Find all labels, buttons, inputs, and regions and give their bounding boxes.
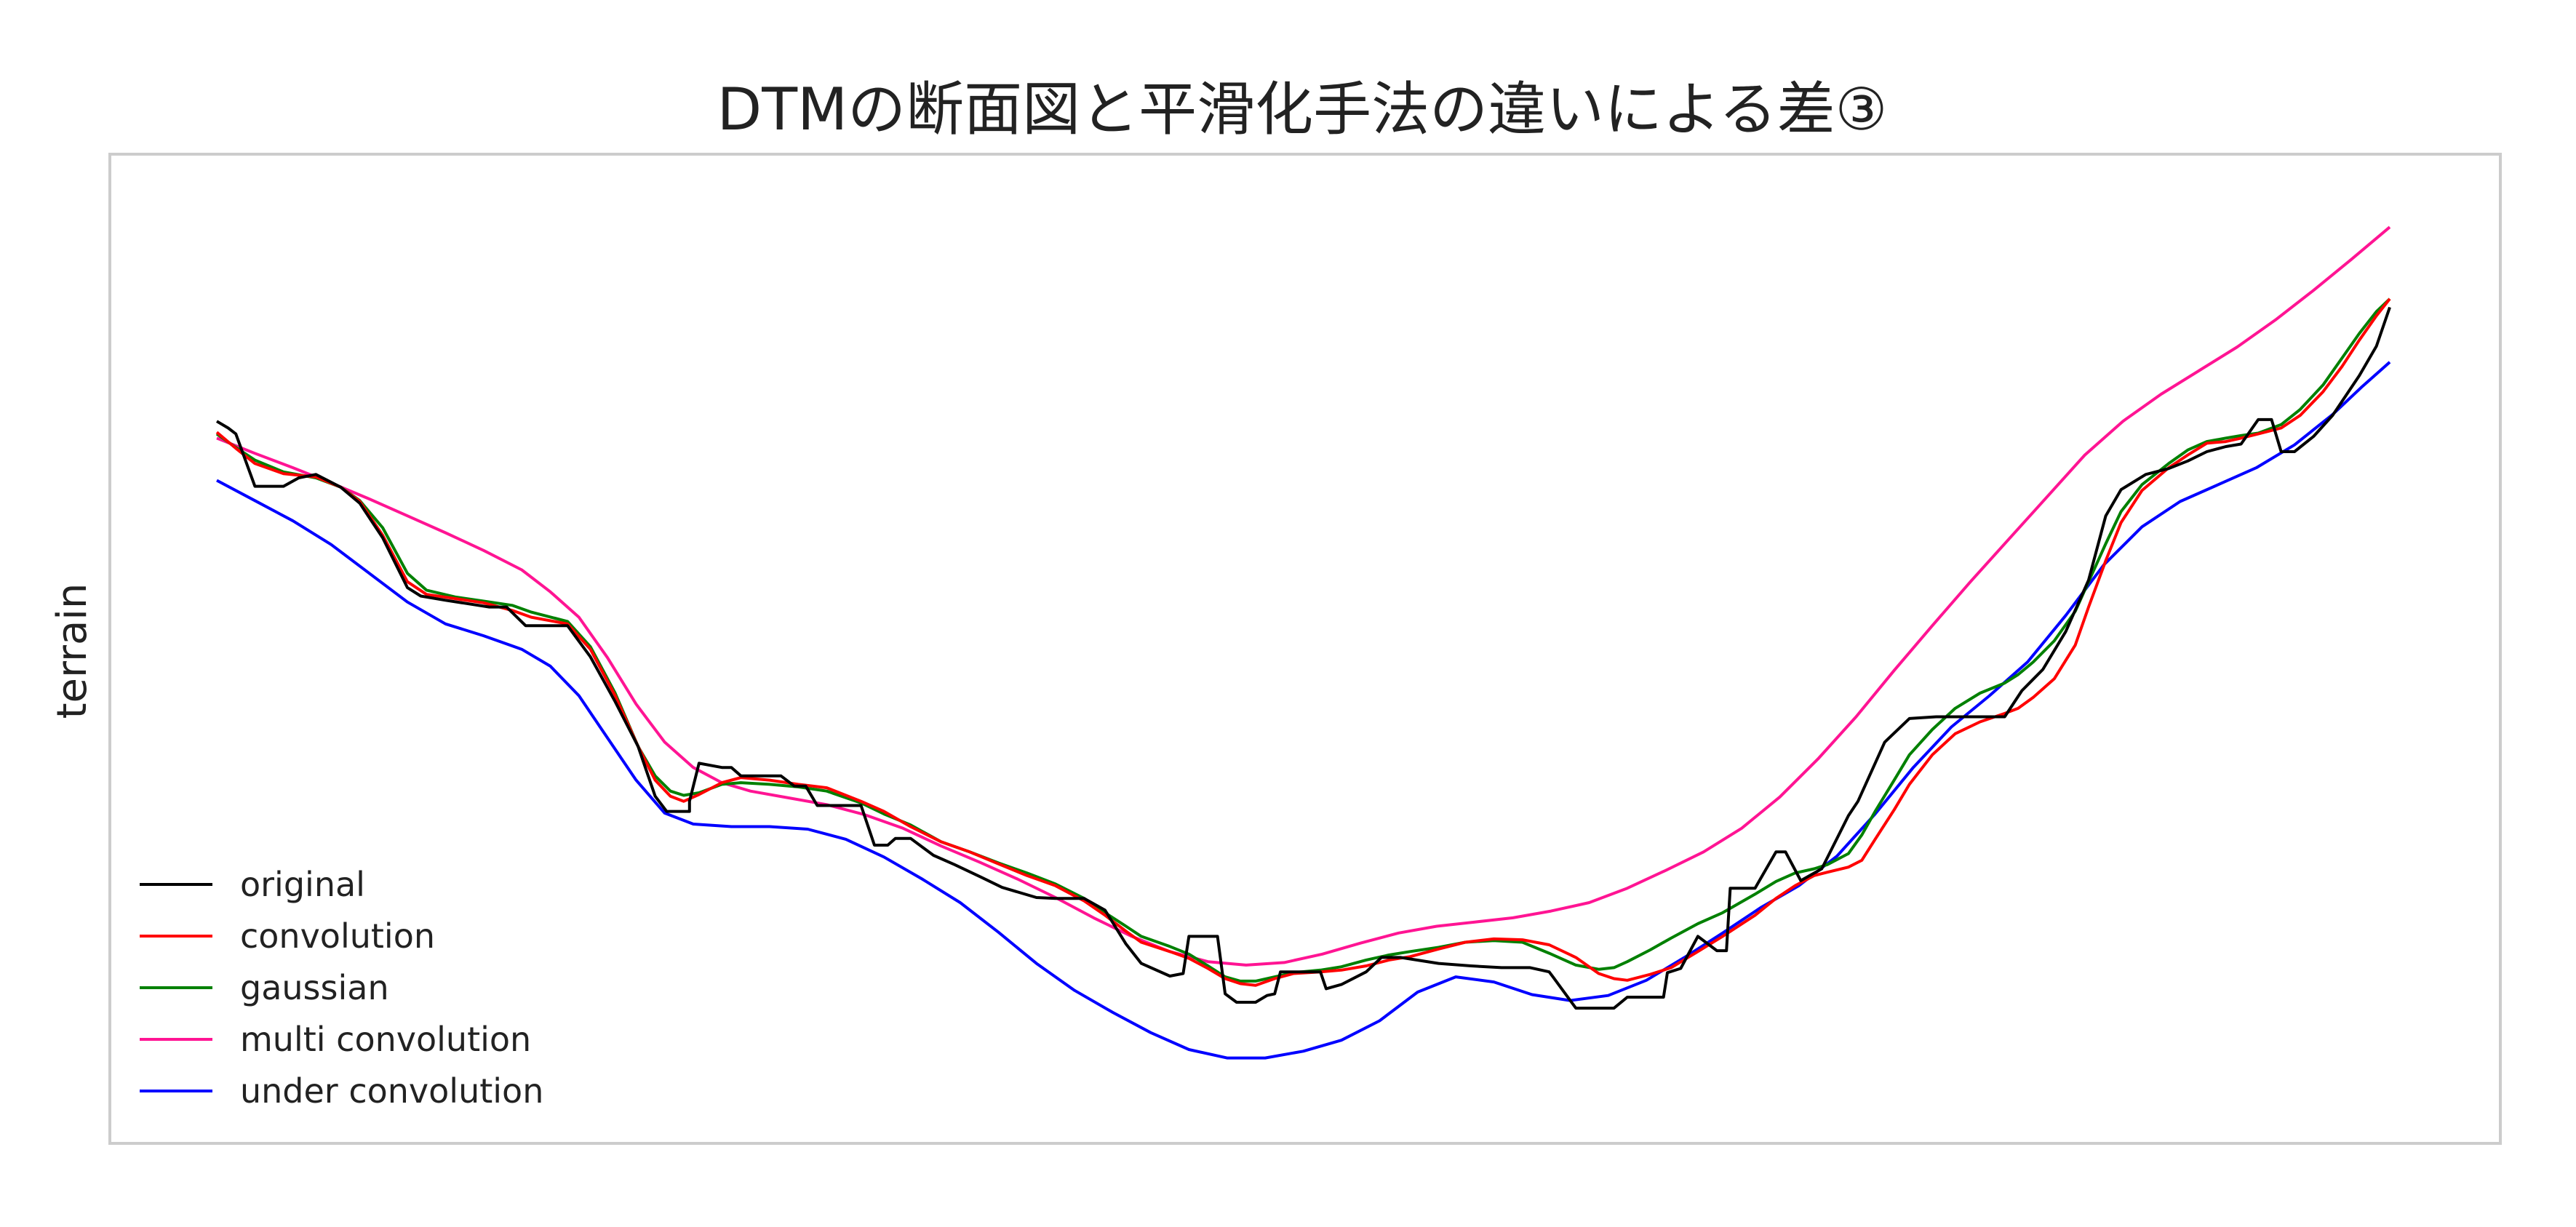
- legend-label-convolution: convolution: [240, 916, 435, 956]
- series-layer: [215, 225, 2391, 1060]
- series-line-multi-convolution: [216, 225, 2391, 967]
- legend-label-gaussian: gaussian: [240, 968, 389, 1007]
- series-line-convolution: [215, 297, 2391, 987]
- plot-area-frame: [108, 153, 2502, 1145]
- legend: original convolution gaussian multi convolu…: [140, 865, 543, 1111]
- chart-title: DTMの断面図と平滑化手法の違いによる差③: [717, 76, 1888, 143]
- y-axis-label: terrain: [49, 583, 96, 719]
- legend-label-under-convolution: under convolution: [240, 1071, 543, 1111]
- series-line-original: [215, 306, 2391, 1010]
- legend-label-multi-convolution: multi convolution: [240, 1020, 531, 1059]
- legend-label-original: original: [240, 865, 365, 904]
- series-line-gaussian: [215, 297, 2391, 983]
- series-line-under-convolution: [216, 361, 2391, 1060]
